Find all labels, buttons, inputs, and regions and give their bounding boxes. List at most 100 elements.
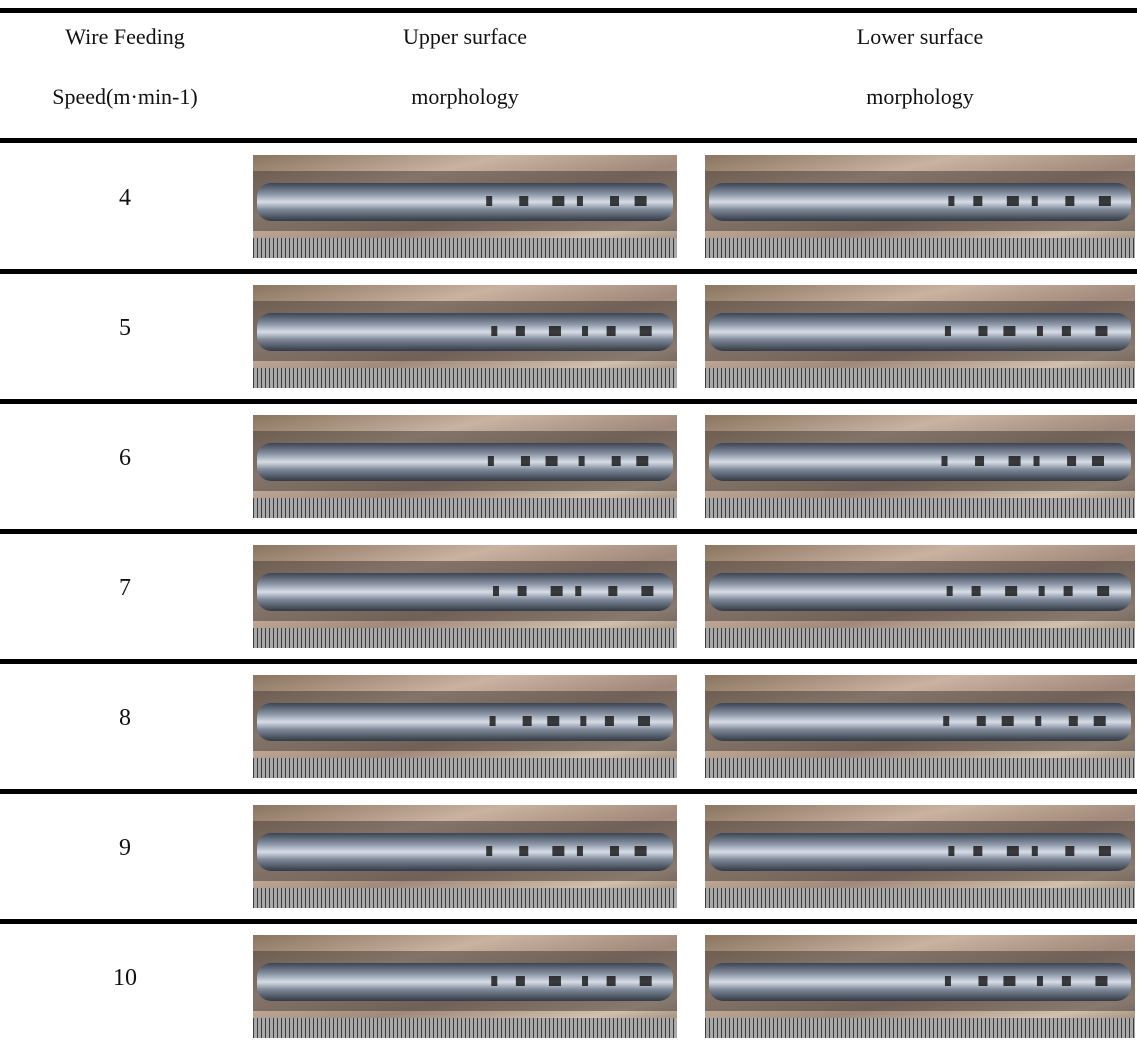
photo-part [486,846,492,856]
photo-part [705,1018,1135,1038]
photo-part [975,456,984,466]
header-line: Lower surface [705,24,1135,50]
photo-part [1064,586,1073,596]
header-line: Speed(m·min-1) [0,84,250,110]
row-rule [0,919,1137,924]
weld-photo [705,285,1135,388]
header-line: Upper surface [253,24,677,50]
header-line: Wire Feeding [0,24,250,50]
photo-part [523,716,532,726]
photo-part [488,456,494,466]
weld-photo [253,935,677,1038]
photo-part [1069,716,1078,726]
photo-part [546,456,558,466]
row-rule [0,269,1137,274]
photo-part [253,498,677,518]
photo-part [493,586,499,596]
photo-part [972,586,981,596]
photo-part [1035,716,1041,726]
photo-part [547,716,559,726]
photo-part [579,456,585,466]
photo-part [552,846,564,856]
photo-part [1094,716,1106,726]
photo-part [491,326,497,336]
photo-part [640,326,652,336]
photo-part [1037,976,1043,986]
weld-photo [705,935,1135,1038]
photo-part [253,628,677,648]
speed-cell: 9 [0,835,250,862]
weld-photo [253,805,677,908]
photo-part [1007,196,1019,206]
photo-part [1067,456,1076,466]
photo-part [945,326,951,336]
photo-part [1099,196,1111,206]
photo-part [1097,586,1109,596]
header-rule [0,138,1137,143]
photo-part [978,976,987,986]
photo-part [1002,716,1014,726]
photo-part [1003,326,1015,336]
photo-part [549,326,561,336]
photo-part [705,498,1135,518]
photo-part [612,456,621,466]
photo-part [973,196,982,206]
photo-part [516,326,525,336]
photo-part [705,368,1135,388]
photo-part [253,758,677,778]
weld-photo [705,155,1135,258]
weld-photo [705,545,1135,648]
photo-part [608,586,617,596]
weld-photo [705,675,1135,778]
photo-part [640,976,652,986]
photo-part [1062,326,1071,336]
photo-part [705,888,1135,908]
row-rule [0,399,1137,404]
photo-part [577,846,583,856]
photo-part [942,456,948,466]
speed-cell: 6 [0,445,250,472]
photo-part [582,976,588,986]
photo-part [486,196,492,206]
photo-part [973,846,982,856]
photo-part [1095,326,1107,336]
photo-part [635,196,647,206]
photo-part [575,586,581,596]
photo-part [705,758,1135,778]
weld-photo [253,155,677,258]
photo-part [490,716,496,726]
photo-part [1007,846,1019,856]
header-cell: Upper surface morphology [253,20,677,130]
photo-part [636,456,648,466]
photo-part [638,716,650,726]
photo-part [943,716,949,726]
photo-part [253,368,677,388]
photo-part [641,586,653,596]
header-cell: Wire Feeding Speed(m·min-1) [0,20,250,130]
photo-part [552,196,564,206]
row-rule [0,659,1137,664]
photo-part [253,888,677,908]
photo-part [610,846,619,856]
photo-part [1095,976,1107,986]
photo-part [519,846,528,856]
photo-part [580,716,586,726]
photo-part [551,586,563,596]
photo-part [1034,456,1040,466]
photo-part [705,628,1135,648]
photo-part [1005,586,1017,596]
photo-part [253,238,677,258]
weld-photo [253,285,677,388]
photo-part [257,443,673,481]
row-rule [0,789,1137,794]
photo-part [635,846,647,856]
photo-part [607,976,616,986]
header-line: morphology [253,84,677,110]
photo-part [1065,196,1074,206]
photo-part [582,326,588,336]
photo-part [1092,456,1104,466]
speed-cell: 10 [0,965,250,992]
row-rule [0,529,1137,534]
photo-part [518,586,527,596]
